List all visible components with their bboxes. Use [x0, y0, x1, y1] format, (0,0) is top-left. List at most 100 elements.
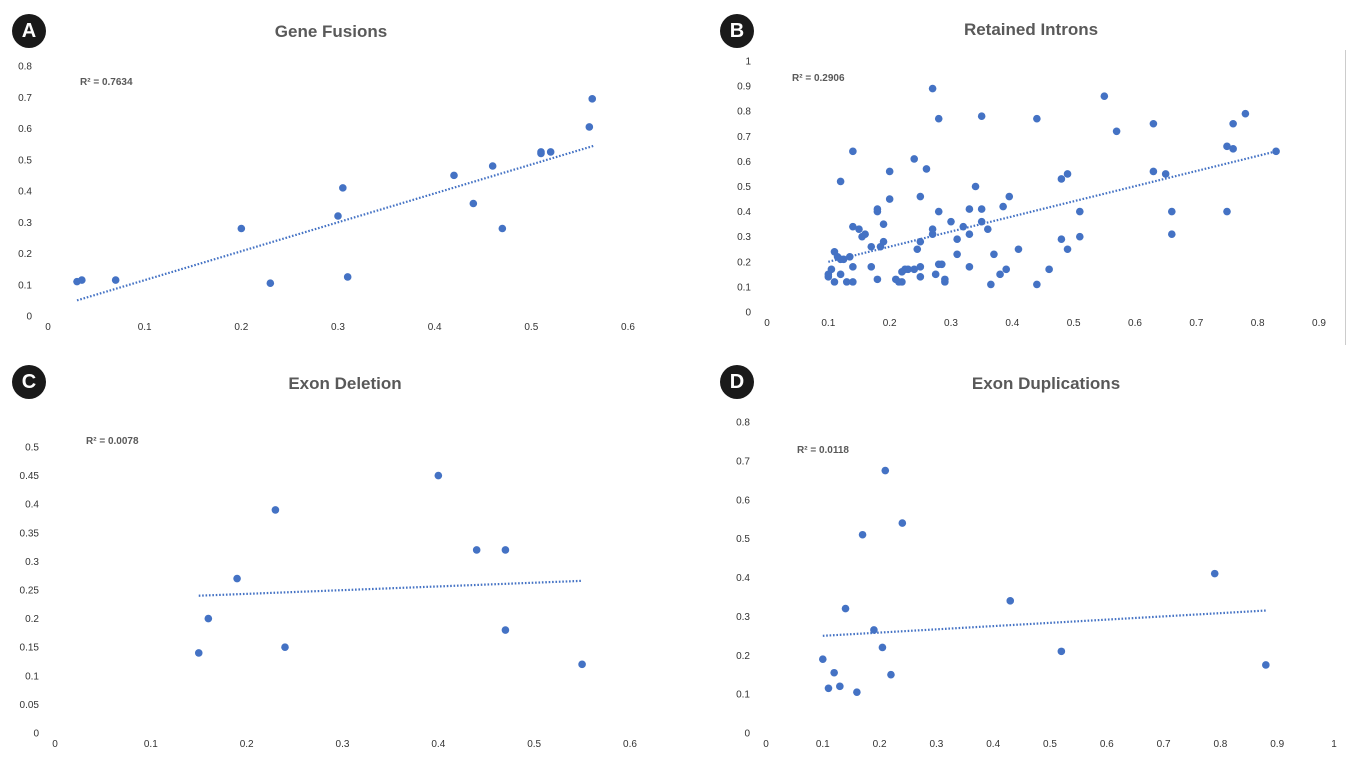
x-tick-label: 0.5: [1067, 318, 1081, 329]
data-point: [987, 280, 995, 289]
x-tick-label: 0.6: [1128, 318, 1142, 329]
data-point: [194, 649, 203, 657]
y-tick-label: 0.6: [736, 495, 750, 506]
data-point: [1076, 207, 1084, 216]
data-point: [881, 466, 890, 475]
data-point: [827, 265, 836, 274]
x-tick-label: 0.4: [431, 739, 445, 750]
trendline: [828, 150, 1277, 263]
y-tick-label: 0.1: [737, 282, 751, 293]
data-point: [1229, 119, 1237, 128]
data-point: [977, 205, 986, 213]
data-point: [1168, 207, 1176, 216]
x-tick-label: 0: [45, 322, 51, 333]
data-point: [977, 112, 986, 121]
data-point: [861, 230, 869, 238]
data-point: [1161, 170, 1170, 178]
data-point: [849, 263, 857, 271]
data-point: [472, 546, 481, 554]
data-point: [1100, 92, 1109, 100]
y-tick-label: 0: [26, 312, 32, 323]
data-point: [922, 165, 931, 173]
y-tick-label: 0.2: [25, 614, 39, 625]
trendline: [76, 144, 595, 302]
data-point: [1063, 170, 1072, 178]
chart-title: Gene Fusions: [274, 22, 388, 41]
chart-panel-a: A Gene Fusions R² = 0.7634 0 0.1 0.2 0.3 0.4…: [0, 0, 665, 350]
data-point: [879, 220, 888, 228]
data-point: [916, 263, 925, 271]
data-point: [281, 643, 289, 651]
x-tick-label: 0.4: [986, 739, 1000, 750]
data-point: [858, 530, 867, 539]
y-tick-label: 0.7: [737, 132, 751, 143]
y-tick-label: 0.2: [18, 249, 32, 260]
data-point: [839, 255, 848, 264]
x-tick-label: 0.3: [336, 739, 350, 750]
data-point: [266, 279, 275, 287]
data-point: [488, 162, 497, 170]
x-tick-label: 0.2: [883, 318, 897, 329]
data-point: [111, 276, 120, 284]
data-point: [849, 278, 857, 286]
data-point: [910, 265, 918, 274]
data-point: [1241, 109, 1250, 118]
data-point: [916, 237, 925, 246]
y-tick-label: 0.3: [736, 612, 750, 623]
y-tick-label: 0.2: [736, 651, 750, 662]
data-point: [953, 250, 961, 259]
y-tick-label: 0: [33, 729, 39, 740]
x-tick-label: 0.1: [816, 739, 830, 750]
data-point: [233, 574, 241, 583]
x-tick-label: 0.1: [821, 318, 835, 329]
y-tick-label: 0.7: [18, 93, 32, 104]
data-point: [873, 205, 882, 213]
data-point: [501, 626, 510, 634]
data-point: [867, 263, 876, 271]
x-tick-label: 0.2: [240, 739, 254, 750]
plot-area: 0 0.1 0.2 0.3 0.4 0.5 0.6 0 0.1 0.2 0.3 0.4 0.5 0.6 0.…: [18, 62, 635, 334]
data-point: [819, 655, 827, 663]
data-point: [836, 177, 845, 186]
data-point: [855, 225, 863, 233]
r-squared-label: R² = 0.0118: [797, 445, 849, 456]
data-point: [204, 614, 213, 623]
data-point: [873, 275, 882, 284]
panel-badge-d: D: [720, 365, 754, 399]
x-tick-label: 0.4: [1005, 318, 1019, 329]
x-tick-label: 0.2: [873, 739, 887, 750]
plot-area: 0 0.1 0.2 0.3 0.4 0.5 0.6 0.7 0.8 0.9 1 0 0.1 0.2 0.3 0…: [736, 418, 1337, 751]
y-tick-label: 0.1: [25, 671, 39, 682]
data-point: [965, 263, 974, 271]
data-point: [885, 195, 894, 203]
data-point: [537, 148, 545, 156]
chart-title: Retained Introns: [963, 20, 1099, 39]
panel-badge-c: C: [12, 365, 46, 399]
x-tick-label: 0.7: [1157, 739, 1171, 750]
data-point: [842, 278, 851, 286]
data-point: [984, 225, 992, 233]
x-tick-label: 0.5: [527, 739, 541, 750]
data-point: [1063, 245, 1072, 254]
y-tick-label: 0.35: [20, 528, 40, 539]
r-squared-label: R² = 0.2906: [792, 73, 845, 84]
data-point: [1057, 647, 1066, 656]
x-tick-label: 0.6: [621, 322, 635, 333]
y-tick-label: 0: [744, 729, 750, 740]
data-point: [916, 273, 925, 281]
plot-area: 0 0.1 0.2 0.3 0.4 0.5 0.6 0 0.05 0.1 0.15 0.2 0.25 0.…: [20, 443, 638, 751]
data-point: [1014, 245, 1023, 254]
divider-line: [1345, 50, 1346, 345]
data-point: [1033, 114, 1041, 123]
data-point: [469, 199, 478, 208]
x-tick-label: 0: [763, 739, 769, 750]
y-tick-label: 0.4: [18, 187, 32, 198]
data-point: [953, 235, 961, 244]
data-point: [450, 171, 458, 180]
data-point: [1229, 145, 1237, 153]
x-tick-label: 0.6: [1100, 739, 1114, 750]
trendline: [198, 579, 583, 597]
data-point: [1076, 232, 1084, 241]
x-tick-label: 0.3: [944, 318, 958, 329]
data-point: [1045, 265, 1053, 274]
